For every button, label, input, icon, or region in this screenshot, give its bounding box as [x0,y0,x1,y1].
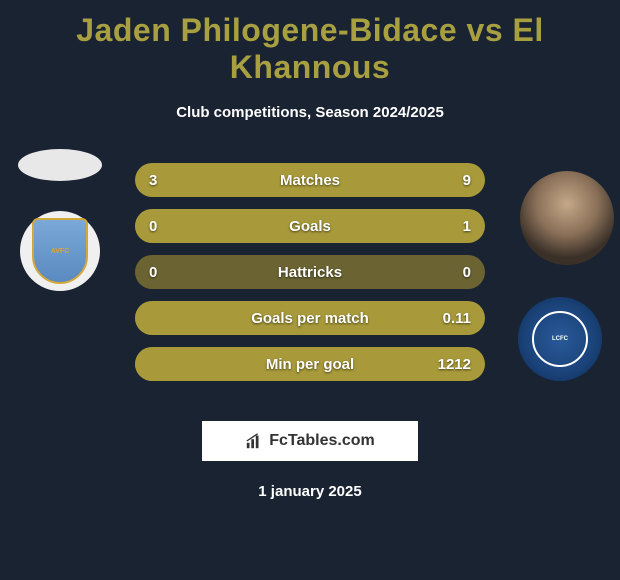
club-badge-right: LCFC [518,297,602,381]
stat-row: Goals per match0.11 [135,301,485,335]
stats-table: 3Matches90Goals10Hattricks0Goals per mat… [135,163,485,393]
stat-value-right: 1212 [438,356,471,373]
player-right-photo [520,171,614,265]
stat-label: Goals [135,218,485,235]
stat-row: 0Hattricks0 [135,255,485,289]
stat-value-right: 0.11 [443,310,471,327]
stat-label: Min per goal [135,356,485,373]
stat-value-right: 0 [463,264,471,281]
page-title: Jaden Philogene-Bidace vs El Khannous [0,0,620,86]
stat-label: Matches [135,172,485,189]
stat-value-right: 1 [463,218,471,235]
comparison-content: AVFC LCFC 3Matches90Goals10Hattricks0Goa… [0,153,620,413]
stat-row: 3Matches9 [135,163,485,197]
branding-text: FcTables.com [269,432,375,450]
player-left-photo [18,149,102,181]
subtitle: Club competitions, Season 2024/2025 [0,104,620,121]
club-badge-left: AVFC [20,211,100,291]
stat-label: Hattricks [135,264,485,281]
lcfc-crest: LCFC [532,311,588,367]
stat-row: 0Goals1 [135,209,485,243]
stat-value-right: 9 [463,172,471,189]
branding-box: FcTables.com [202,421,418,461]
stat-row: Min per goal1212 [135,347,485,381]
stat-label: Goals per match [135,310,485,327]
avfc-crest: AVFC [32,218,88,284]
date-text: 1 january 2025 [0,483,620,500]
club-right-short: LCFC [552,336,568,342]
club-left-short: AVFC [51,248,70,255]
chart-icon [245,432,263,450]
